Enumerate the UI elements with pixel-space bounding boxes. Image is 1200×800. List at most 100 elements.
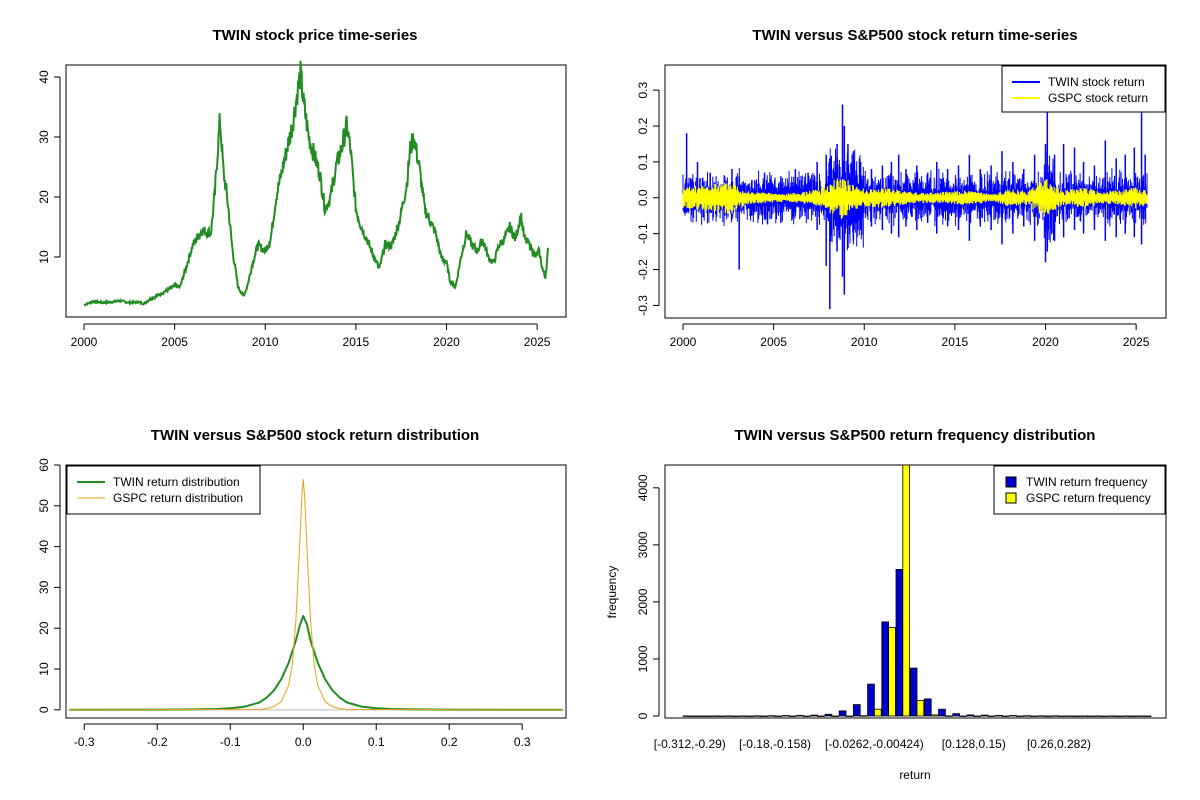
- panel-returns: TWIN versus S&P500 stock return time-ser…: [636, 27, 1167, 349]
- y-axis-tick-label: -0.3: [636, 295, 650, 316]
- y-axis-tick-label: 60: [37, 458, 51, 472]
- bar-gspc: [859, 715, 868, 717]
- x-axis-tick-label: 2025: [1123, 335, 1150, 349]
- bar-gspc: [803, 715, 811, 717]
- bar-twin: [1137, 715, 1145, 717]
- bar-twin: [909, 667, 918, 717]
- y-axis-tick-label: 10: [37, 662, 51, 676]
- bar-gspc: [888, 627, 896, 717]
- x-axis-tick-label: 2010: [252, 335, 279, 349]
- bar-gspc: [1058, 715, 1067, 717]
- bar-twin: [1051, 715, 1060, 717]
- bar-twin: [1066, 715, 1074, 717]
- legend-swatch-gspc: [1005, 492, 1017, 504]
- x-axis-tick-label: 2020: [1032, 335, 1059, 349]
- bar-gspc: [845, 715, 854, 717]
- bar-gspc: [1072, 715, 1081, 717]
- bar-gspc: [930, 714, 939, 717]
- bar-twin: [938, 708, 946, 717]
- legend-label: TWIN return distribution: [113, 475, 240, 489]
- x-category-tick-label: [0.128,0.15): [942, 737, 1006, 751]
- x-axis-tick-label: -0.2: [147, 735, 168, 749]
- bar-gspc: [973, 715, 981, 717]
- x-axis-tick-label: 0.0: [295, 735, 312, 749]
- legend-box: [66, 465, 261, 515]
- legend-label: TWIN stock return: [1048, 75, 1145, 89]
- bar-gspc: [732, 715, 740, 717]
- x-axis-tick-label: 2010: [851, 335, 878, 349]
- plot-area: 2000 2005 2010 2015 2020 2025 10 20 30 40: [37, 60, 551, 349]
- bar-gspc: [817, 715, 825, 717]
- x-category-tick-label: [-0.312,-0.29): [654, 737, 726, 751]
- x-category-tick-label: [0.26,0.282): [1027, 737, 1091, 751]
- y-axis-tick-label: -0.2: [636, 259, 650, 280]
- bar-gspc: [1030, 715, 1038, 717]
- bar-gspc: [746, 715, 754, 717]
- y-axis-tick-label: 0: [636, 712, 650, 719]
- bar-twin: [867, 683, 875, 717]
- y-axis-tick-label: 0.0: [636, 189, 650, 206]
- bar-gspc: [1129, 715, 1138, 717]
- x-axis-tick-label: -0.3: [74, 735, 95, 749]
- bar-gspc: [689, 715, 697, 717]
- y-axis-tick-label: 0.2: [636, 117, 650, 134]
- legend: TWIN return frequency GSPC return freque…: [993, 465, 1166, 515]
- chart-title: TWIN versus S&P500 stock return time-ser…: [752, 27, 1077, 44]
- y-axis-tick-label: 30: [37, 130, 51, 144]
- plot-frame: [65, 464, 567, 719]
- bar-twin: [1108, 715, 1117, 717]
- bar-gspc: [959, 715, 967, 717]
- bar-twin: [725, 715, 733, 717]
- x-axis-tick-label: 0.1: [368, 735, 385, 749]
- series-twin-price-line: [83, 60, 549, 307]
- bar-gspc: [1044, 715, 1053, 717]
- y-axis-tick-label: 3000: [636, 531, 650, 558]
- bar-gspc: [1143, 715, 1152, 717]
- bar-twin: [1094, 715, 1103, 717]
- chart-title: TWIN versus S&P500 return frequency dist…: [735, 427, 1096, 444]
- bar-gspc: [831, 715, 839, 717]
- y-axis-tick-label: 2000: [636, 588, 650, 615]
- y-axis-tick-label: 0: [37, 706, 51, 713]
- bar-twin: [838, 710, 847, 717]
- bar-gspc: [916, 700, 925, 717]
- legend-label: GSPC stock return: [1048, 91, 1148, 105]
- bar-twin: [1009, 715, 1017, 717]
- bar-gspc: [902, 464, 910, 717]
- x-axis-tick-label: 2015: [343, 335, 370, 349]
- bar-gspc: [717, 715, 726, 717]
- bar-twin: [966, 714, 975, 717]
- bar-twin: [767, 715, 776, 717]
- bar-gspc: [945, 715, 953, 717]
- panel-price: TWIN stock price time-series 2000 2005 201…: [37, 27, 567, 349]
- x-axis-tick-label: 2020: [433, 335, 460, 349]
- bar-twin: [682, 715, 691, 717]
- plot-frame: [65, 64, 567, 318]
- legend-label: TWIN return frequency: [1026, 475, 1147, 489]
- bar-twin: [924, 698, 932, 717]
- x-axis-tick-label: 2015: [942, 335, 969, 349]
- legend-box: [993, 465, 1166, 515]
- y-axis-tick-label: 40: [37, 70, 51, 84]
- bar-twin: [995, 715, 1003, 717]
- bar-twin: [881, 621, 889, 717]
- bar-gspc: [1087, 715, 1095, 717]
- plot-frame: [664, 64, 1167, 319]
- y-axis-tick-label: 50: [37, 499, 51, 513]
- bar-gspc: [703, 715, 712, 717]
- x-category-tick-label: [-0.18,-0.158): [739, 737, 811, 751]
- x-axis-tick-label: 0.3: [514, 735, 531, 749]
- bar-twin: [782, 715, 790, 717]
- bar-gspc: [774, 715, 783, 717]
- bar-gspc: [760, 715, 768, 717]
- y-axis-tick-label: 20: [37, 190, 51, 204]
- bar-twin: [711, 715, 719, 717]
- bar-gspc: [987, 715, 996, 717]
- chart-title: TWIN versus S&P500 stock return distribu…: [151, 427, 479, 444]
- bar-gspc: [1101, 715, 1109, 717]
- plot-frame: [664, 464, 1167, 719]
- bar-twin: [1037, 715, 1046, 717]
- bar-gspc: [1115, 715, 1124, 717]
- bar-gspc: [1001, 715, 1010, 717]
- x-category-tick-label: [-0.0262,-0.00424): [825, 737, 924, 751]
